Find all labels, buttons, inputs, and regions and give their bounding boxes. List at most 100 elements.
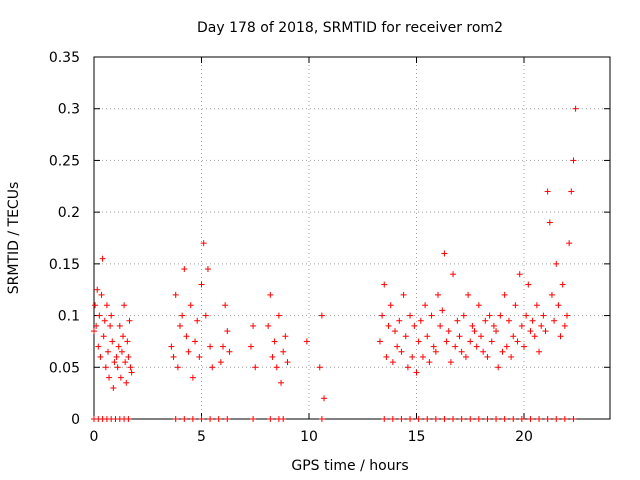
data-point [475, 416, 482, 422]
data-point [124, 338, 131, 345]
data-point [551, 317, 558, 324]
data-point [456, 333, 463, 340]
data-point [224, 416, 231, 422]
data-point [280, 416, 287, 422]
data-point [247, 343, 254, 350]
data-point [217, 359, 224, 366]
data-point [118, 348, 125, 355]
data-point [501, 416, 508, 422]
data-point [443, 338, 450, 345]
data-point [544, 416, 551, 422]
data-point [437, 322, 444, 329]
data-point [189, 416, 196, 422]
data-point [495, 364, 502, 371]
data-point [480, 348, 487, 355]
data-point [536, 348, 543, 355]
data-point [490, 322, 497, 329]
data-point [381, 416, 388, 422]
data-point [97, 353, 104, 360]
data-point [508, 353, 515, 360]
data-point [482, 317, 489, 324]
data-point [392, 328, 398, 335]
data-point [510, 416, 517, 422]
data-point [125, 416, 132, 422]
x-tick-label: 5 [197, 429, 206, 445]
data-point [198, 416, 205, 422]
data-point [318, 312, 325, 319]
axis-ticks: 0 0.05 0.1 0.15 0.2 0.25 0.3 0.35 0 5 10 15 20 [49, 50, 610, 445]
data-point [93, 322, 100, 329]
data-point [215, 416, 222, 422]
data-point [564, 312, 570, 319]
data-point [415, 416, 422, 422]
data-point [544, 188, 551, 195]
data-point [518, 416, 525, 422]
data-point [170, 353, 177, 360]
data-point [450, 416, 457, 422]
data-point [439, 307, 446, 314]
data-point [185, 348, 192, 355]
data-point [411, 322, 418, 329]
data-point [385, 322, 392, 329]
data-point [106, 374, 113, 381]
data-point [280, 348, 287, 355]
data-point [407, 416, 414, 422]
y-tick-label: 0.25 [49, 153, 80, 169]
data-point [271, 338, 278, 345]
data-point [503, 343, 510, 350]
data-point [172, 416, 179, 422]
data-point [267, 416, 274, 422]
data-point [415, 338, 422, 345]
data-point [273, 364, 280, 371]
data-point [402, 333, 409, 340]
data-point [222, 302, 229, 309]
y-tick-label: 0.15 [49, 257, 80, 273]
x-axis-label: GPS time / hours [291, 458, 408, 474]
data-point [447, 359, 454, 366]
data-point [269, 353, 276, 360]
data-point [430, 343, 437, 350]
data-point [441, 416, 448, 422]
data-point [252, 364, 259, 371]
data-point [407, 312, 414, 319]
data-point [413, 369, 420, 376]
data-point [198, 281, 205, 288]
data-point [121, 302, 128, 309]
data-point [460, 312, 467, 319]
data-point [389, 359, 396, 366]
data-point [177, 322, 183, 329]
data-point [376, 338, 383, 345]
data-point [501, 291, 508, 298]
data-point [570, 157, 577, 164]
data-point [510, 333, 517, 340]
data-point [250, 416, 257, 422]
data-point [417, 317, 424, 324]
data-point [548, 291, 555, 298]
data-point [209, 364, 216, 371]
data-point [224, 328, 231, 335]
data-point [497, 312, 504, 319]
data-point [108, 312, 115, 319]
x-tick-label: 15 [408, 429, 426, 445]
data-point [478, 333, 484, 340]
data-points [91, 105, 579, 422]
data-point [127, 364, 134, 371]
data-point [111, 359, 118, 366]
data-point [192, 338, 199, 345]
data-point [493, 416, 500, 422]
data-point [168, 343, 175, 350]
data-point [181, 266, 188, 273]
data-point [516, 271, 523, 278]
data-point [553, 416, 560, 422]
data-point [383, 353, 390, 360]
data-point [379, 312, 386, 319]
data-point [94, 286, 101, 293]
data-point [381, 281, 388, 288]
data-point [559, 281, 566, 288]
data-point [475, 302, 482, 309]
data-point [441, 250, 448, 257]
data-point [525, 281, 532, 288]
data-point [100, 333, 107, 340]
data-point [531, 333, 538, 340]
data-point [523, 312, 530, 319]
